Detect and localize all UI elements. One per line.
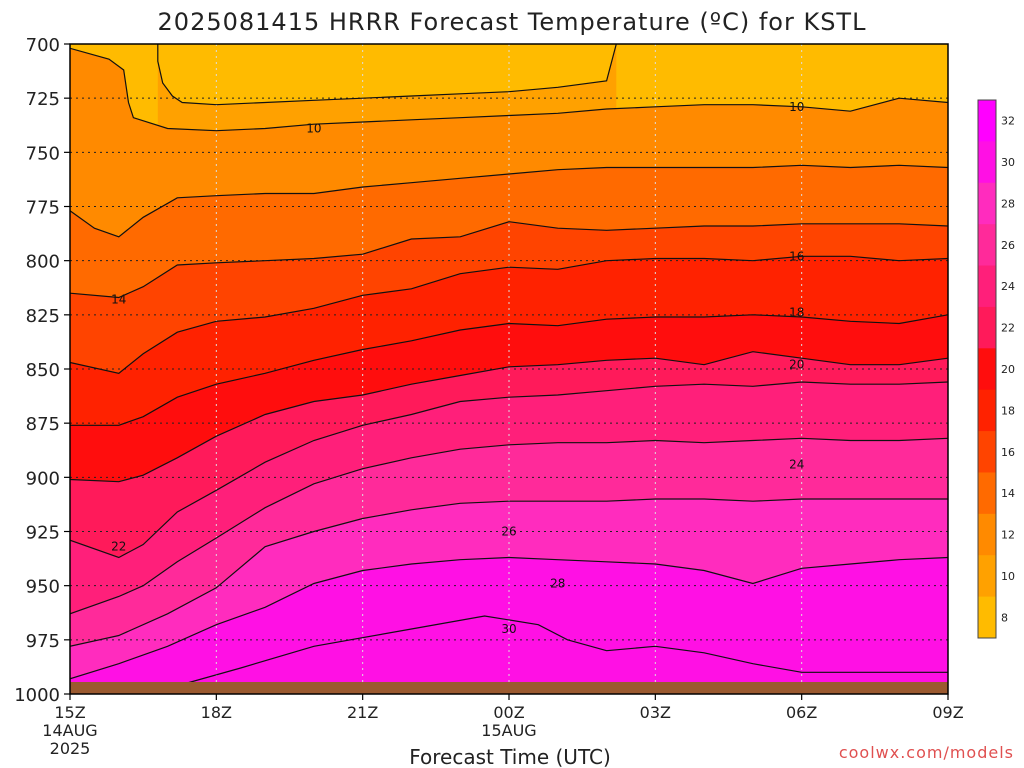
colorbar-swatch [978, 141, 996, 184]
colorbar-swatch [978, 596, 996, 639]
credit-text: coolwx.com/models [839, 743, 1014, 762]
y-tick-label: 1000 [14, 685, 60, 706]
contour-label: 18 [789, 306, 804, 320]
contour-label: 10 [789, 100, 804, 114]
colorbar-swatch [978, 348, 996, 391]
chart-title: 2025081415 HRRR Forecast Temperature (ºC… [158, 8, 867, 36]
contour-label: 16 [789, 249, 804, 263]
colorbar-swatch [978, 513, 996, 556]
y-tick-label: 900 [26, 468, 60, 489]
x-tick-label: 00Z [493, 703, 524, 722]
colorbar-swatch [978, 389, 996, 432]
contour-line-30 [70, 556, 948, 680]
contour-fills [70, 44, 948, 694]
colorbar-swatch [978, 100, 996, 142]
y-tick-label: 775 [26, 198, 60, 219]
colorbar-swatch [978, 555, 996, 598]
colorbar-tick-label: 24 [1001, 280, 1015, 293]
colorbar-tick-label: 8 [1001, 611, 1008, 624]
y-tick-label: 850 [26, 360, 60, 381]
contour-line-14 [70, 164, 948, 238]
plot-area: 10 10 14 16 18 20 22 24 26 28 30 [70, 44, 948, 694]
contour-label: 24 [789, 457, 804, 471]
colorbar-tick-label: 22 [1001, 322, 1015, 335]
contour-label: 10 [306, 122, 321, 136]
y-tick-label: 925 [26, 523, 60, 544]
contour-labels: 10 10 14 16 18 20 22 24 26 28 30 [111, 100, 804, 636]
colorbar-swatch [978, 472, 996, 515]
x-tick-label: 18Z [201, 703, 232, 722]
contour-label: 30 [501, 622, 516, 636]
contour-line-16 [70, 221, 948, 299]
contour-line-28 [70, 498, 948, 647]
contour-line-22 [70, 351, 948, 483]
colorbar-frame [977, 99, 997, 639]
contour-line-18 [70, 255, 948, 374]
surface-band [70, 682, 948, 694]
colorbar-tick-label: 28 [1001, 197, 1015, 210]
colorbar-swatch [978, 224, 996, 267]
x-tick-label: 09Z [932, 703, 963, 722]
colorbar-swatch [978, 265, 996, 308]
contour-label: 14 [111, 293, 126, 307]
colorbar-tick-label: 14 [1001, 487, 1015, 500]
contour-line-32 [147, 615, 948, 694]
colorbar-tick-label: 32 [1001, 115, 1015, 128]
colorbar-tick-label: 18 [1001, 404, 1015, 417]
y-tick-label: 975 [26, 631, 60, 652]
grid-lines [70, 44, 948, 694]
x-axis-title: Forecast Time (UTC) [409, 745, 611, 768]
y-axis: 700 725 750 775 800 825 850 875 900 925 950 975 1000 [14, 35, 70, 706]
x-tick-label: 15Z [54, 703, 85, 722]
colorbar-swatch [978, 306, 996, 349]
y-tick-label: 825 [26, 306, 60, 327]
colorbar-swatch [978, 431, 996, 473]
contour-label: 26 [501, 525, 516, 539]
y-tick-label: 875 [26, 414, 60, 435]
y-tick-label: 800 [26, 252, 60, 273]
band-fill-top [157, 44, 617, 105]
contour-label: 20 [789, 358, 804, 372]
x-tick-label: 2025 [50, 739, 91, 758]
y-tick-label: 700 [26, 35, 60, 56]
contour-line-24 [70, 381, 948, 559]
x-tick-label: 21Z [347, 703, 378, 722]
colorbar-tick-label: 20 [1001, 363, 1015, 376]
contour-line-26 [70, 437, 948, 615]
x-tick-label: 15AUG [481, 721, 536, 740]
y-tick-label: 725 [26, 89, 60, 110]
colorbar: 8 10 12 14 16 18 20 22 24 26 28 30 32 [977, 99, 1015, 639]
colorbar-swatch [978, 182, 996, 225]
colorbar-tick-label: 12 [1001, 529, 1015, 542]
x-tick-label: 06Z [786, 703, 817, 722]
y-tick-label: 950 [26, 577, 60, 598]
contour-line-12 [70, 47, 948, 132]
colorbar-tick-label: 30 [1001, 156, 1015, 169]
band-fill-30 [70, 557, 948, 694]
x-tick-label: 14AUG [42, 721, 97, 740]
contour-line-20 [70, 314, 948, 426]
colorbar-tick-label: 16 [1001, 446, 1015, 459]
contour-label: 28 [550, 577, 565, 591]
y-tick-label: 750 [26, 143, 60, 164]
contour-label: 22 [111, 540, 126, 554]
contour-line-10 [157, 44, 617, 106]
x-tick-label: 03Z [640, 703, 671, 722]
colorbar-tick-label: 10 [1001, 570, 1015, 583]
contour-lines [70, 44, 948, 694]
colorbar-tick-label: 26 [1001, 239, 1015, 252]
